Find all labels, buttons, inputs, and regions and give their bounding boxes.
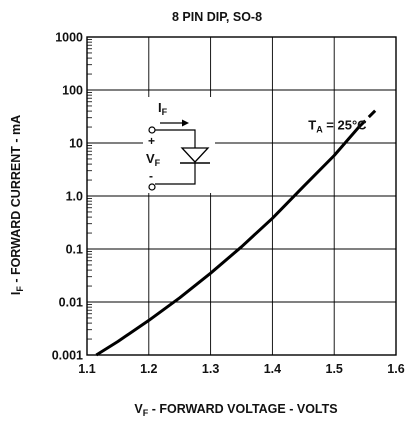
series-line-0	[95, 126, 361, 357]
y-tick-label-6: 1000	[55, 31, 83, 45]
inset-current-label: IF	[158, 100, 168, 117]
inset-plus-sign: +	[148, 134, 155, 148]
y-tick-label-4: 10	[69, 137, 83, 151]
x-tick-label-2: 1.3	[202, 362, 219, 376]
y-tick-labels: 0.001 0.01 0.1 1.0 10 100 1000	[52, 31, 83, 363]
x-tick-labels: 1.1 1.2 1.3 1.4 1.5 1.6	[78, 362, 404, 376]
terminal-bottom-icon	[148, 183, 156, 191]
inset-voltage-label: VF	[146, 151, 161, 168]
x-tick-label-0: 1.1	[78, 362, 95, 376]
diode-inset: IF + VF -	[143, 97, 215, 193]
inset-minus-sign: -	[149, 169, 153, 183]
y-tick-label-2: 0.1	[66, 243, 83, 257]
chart-title: 8 PIN DIP, SO-8	[172, 10, 262, 24]
wire-bottom-icon	[155, 163, 196, 185]
x-tick-label-4: 1.5	[326, 362, 343, 376]
y-tick-label-0: 0.001	[52, 349, 83, 363]
wire-top-icon	[155, 129, 196, 148]
x-tick-label-1: 1.2	[140, 362, 157, 376]
y-tick-label-3: 1.0	[66, 190, 83, 204]
x-tick-label-3: 1.4	[264, 362, 281, 376]
x-tick-label-5: 1.6	[387, 362, 404, 376]
x-axis-label: VF - FORWARD VOLTAGE - VOLTS	[134, 402, 337, 418]
grid	[86, 36, 397, 356]
data-lines	[95, 107, 379, 357]
minor-ticks	[87, 39, 92, 340]
y-tick-label-5: 100	[62, 84, 83, 98]
series-line-1	[357, 107, 379, 129]
terminal-top-icon	[148, 126, 156, 134]
plot-frame	[86, 36, 397, 356]
temperature-annotation: TA = 25°C	[308, 117, 367, 134]
current-arrow-icon	[160, 119, 189, 127]
y-tick-label-1: 0.01	[59, 296, 83, 310]
y-axis-label: IF - FORWARD CURRENT - mA	[9, 115, 25, 295]
inset-background	[143, 97, 215, 193]
